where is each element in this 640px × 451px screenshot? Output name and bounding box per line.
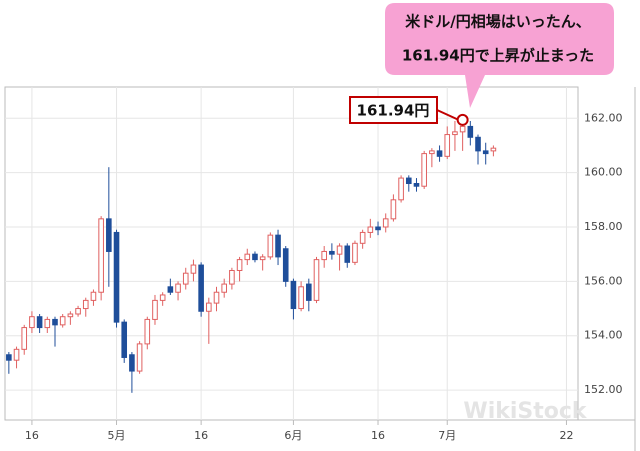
candle-body xyxy=(352,242,358,263)
y-tick-label: 162.00 xyxy=(584,111,623,124)
x-tick-label: 6月 xyxy=(284,429,302,442)
candle-body xyxy=(290,280,297,310)
candle-body xyxy=(190,264,197,274)
candle-body xyxy=(244,253,251,261)
candle-body xyxy=(267,234,274,258)
candle-body xyxy=(75,308,81,315)
peak-label-box xyxy=(349,96,438,124)
candle-body xyxy=(67,313,74,318)
candle-body xyxy=(390,199,397,220)
candle-body xyxy=(52,318,58,326)
annotation-line xyxy=(436,109,460,121)
candle-body xyxy=(459,125,466,133)
peak-label: 161.94円 xyxy=(357,102,430,120)
candle-body xyxy=(405,177,412,185)
candle-body xyxy=(113,231,120,323)
y-tick-label: 160.00 xyxy=(584,166,623,179)
candle-body xyxy=(236,259,243,271)
candle-body xyxy=(475,136,481,152)
candle-body xyxy=(136,343,143,372)
candle-body xyxy=(452,131,458,136)
y-tick-label: 158.00 xyxy=(584,220,623,233)
callout-text: 161.94円で上昇が止まった xyxy=(402,47,594,65)
candle-body xyxy=(321,250,327,261)
y-tick-label: 152.00 xyxy=(584,383,623,396)
candle-body xyxy=(129,354,135,372)
candle-body xyxy=(444,134,451,157)
candle-body xyxy=(336,245,343,255)
candle-body xyxy=(467,125,474,138)
candle-body xyxy=(82,299,89,310)
candle-body xyxy=(152,299,158,320)
candle-body xyxy=(206,302,212,312)
candle-body xyxy=(59,316,66,326)
candle-body xyxy=(90,291,97,301)
candle-body xyxy=(213,291,220,304)
candle-body xyxy=(44,318,51,329)
y-tick-label: 156.00 xyxy=(584,274,623,287)
y-tick-label: 154.00 xyxy=(584,329,623,342)
peak-marker xyxy=(456,113,469,126)
callout-bubble xyxy=(385,3,614,108)
candle-body xyxy=(36,316,43,329)
candle-body xyxy=(229,269,235,285)
candle-body xyxy=(259,256,266,261)
candle-body xyxy=(375,226,381,231)
candle-body xyxy=(436,150,443,157)
x-tick-label: 16 xyxy=(371,429,385,442)
candle-body xyxy=(344,245,351,263)
candle-body xyxy=(398,177,404,201)
watermark: WikiStock xyxy=(463,399,587,424)
candle-body xyxy=(6,354,12,361)
candle-body xyxy=(275,234,281,258)
candle-body xyxy=(221,283,228,293)
candle-body xyxy=(359,231,366,244)
candle-body xyxy=(429,150,435,155)
plot-area xyxy=(4,86,579,421)
candle-body xyxy=(159,294,166,301)
candle-body xyxy=(121,321,128,358)
candle-body xyxy=(29,316,35,329)
candle-body xyxy=(382,218,389,228)
candle-body xyxy=(198,264,204,312)
candle-body xyxy=(367,226,374,233)
candle-body xyxy=(144,318,151,345)
x-tick-label: 16 xyxy=(194,429,208,442)
candle-body xyxy=(313,259,320,301)
candle-body xyxy=(106,218,112,252)
callout-text: 米ドル/円相場はいったん、 xyxy=(405,13,590,31)
x-tick-label: 22 xyxy=(559,429,573,442)
candle-body xyxy=(421,153,427,187)
candle-body xyxy=(13,348,20,361)
x-tick-label: 5月 xyxy=(108,429,126,442)
candle-body xyxy=(482,150,489,155)
candle-body xyxy=(175,283,181,293)
candle-body xyxy=(490,147,497,152)
x-tick-label: 7月 xyxy=(438,429,456,442)
candle-body xyxy=(182,272,189,285)
candle-body xyxy=(282,248,289,282)
x-tick-label: 16 xyxy=(25,429,39,442)
candle-body xyxy=(252,253,258,261)
candle-body xyxy=(21,327,28,350)
candle-body xyxy=(298,286,304,310)
candle-body xyxy=(329,250,335,255)
candle-body xyxy=(98,218,104,293)
candle-body xyxy=(306,283,312,301)
candle-body xyxy=(167,286,174,293)
candle-body xyxy=(413,183,420,187)
